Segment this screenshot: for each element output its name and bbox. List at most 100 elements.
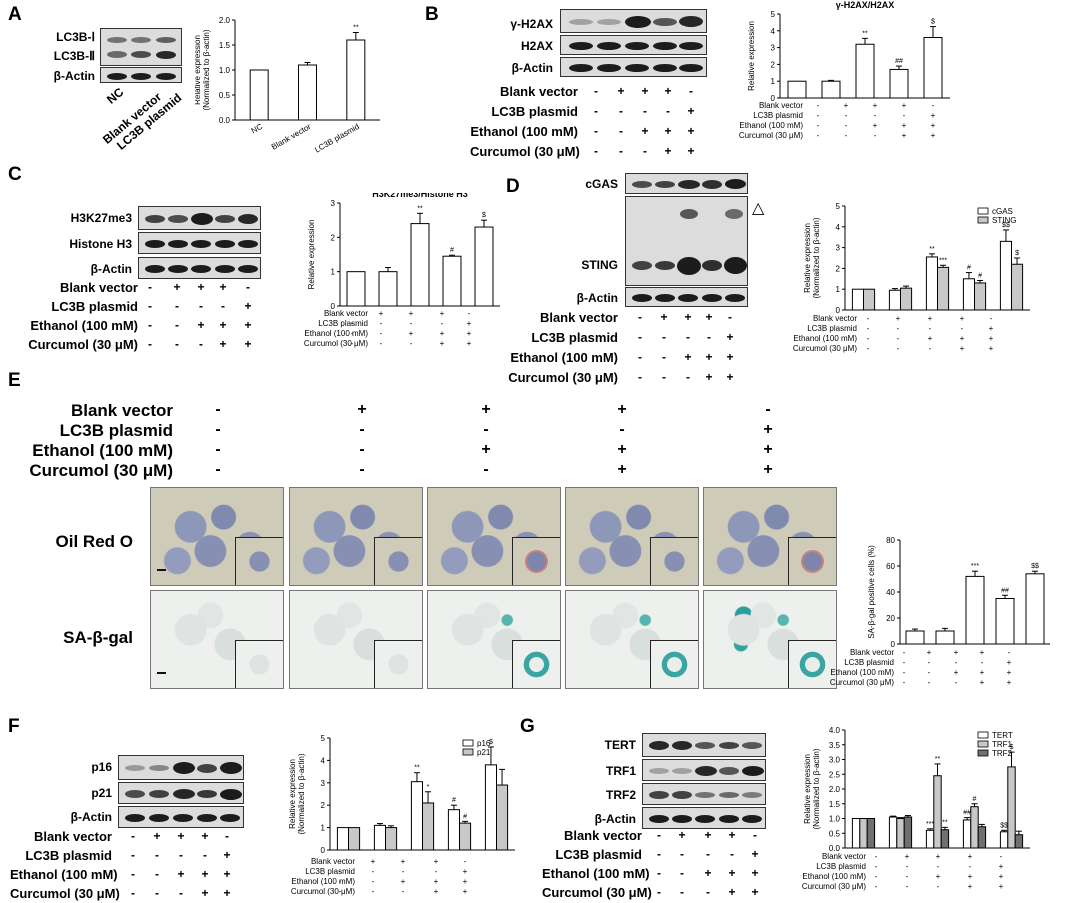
- chart-condition-sign: -: [866, 314, 870, 323]
- chart-condition-sign: -: [954, 658, 958, 667]
- condition-label-f-2: Ethanol (100 mM): [10, 867, 118, 882]
- condition-sign-c: -: [175, 299, 179, 313]
- condition-sign-f: -: [179, 886, 183, 900]
- chart-condition-sign: -: [896, 334, 900, 343]
- condition-label-d-2: Ethanol (100 mM): [510, 350, 618, 365]
- condition-sign-d: -: [638, 370, 642, 384]
- condition-sign-g: +: [751, 885, 759, 899]
- bar: [410, 781, 424, 851]
- western-blot-h3k27me3: [138, 206, 261, 230]
- chart-condition-label: Ethanol (100 mM): [739, 121, 803, 130]
- condition-sign-g: +: [751, 847, 759, 861]
- condition-sign-e: +: [481, 441, 491, 458]
- y-tick-label: 2: [836, 264, 841, 273]
- condition-sign-c: -: [148, 318, 152, 332]
- condition-sign-e: +: [481, 401, 491, 418]
- blot-label-trf2: TRF2: [606, 788, 636, 802]
- y-tick-label: 4: [771, 27, 776, 36]
- condition-sign-e: -: [359, 421, 365, 438]
- chart-condition-sign: -: [902, 668, 906, 677]
- legend-label: p21: [477, 748, 491, 757]
- triangle-marker: △: [752, 200, 765, 217]
- chart-condition-sign: +: [959, 344, 965, 353]
- condition-sign-b: +: [641, 84, 649, 98]
- condition-sign-b: +: [664, 84, 672, 98]
- chart-condition-label: Blank vector: [758, 101, 803, 110]
- bar-chart-g: 0.0 0.5 1.0 1.5 2.0 2.5 3.0 3.5 4.0 Relative expr…: [803, 726, 1030, 853]
- chart-condition-sign: +: [439, 339, 445, 348]
- chart-condition-sign: -: [350, 319, 354, 328]
- condition-sign-f: -: [179, 848, 183, 862]
- chart-condition-label: Ethanol (100 mM): [802, 872, 866, 881]
- chart-condition-sign: -: [954, 678, 958, 687]
- bar: [422, 802, 435, 851]
- chart-condition-sign: +: [439, 309, 445, 318]
- chart-condition-sign: -: [936, 862, 940, 871]
- bar: [1007, 766, 1016, 849]
- chart-condition-sign: +: [927, 334, 933, 343]
- condition-sign-b: -: [643, 144, 647, 158]
- condition-sign-c: +: [219, 318, 227, 332]
- significance-mark: ##: [895, 58, 903, 65]
- significance-mark: **: [417, 205, 423, 212]
- bar: [977, 826, 987, 849]
- condition-sign-f: +: [223, 848, 231, 862]
- legend-swatch: [977, 216, 989, 224]
- western-blot-gamma-h2ax: [560, 9, 707, 33]
- significance-mark: #: [978, 272, 982, 279]
- bar: [821, 80, 841, 99]
- chart-condition-sign: +: [979, 648, 985, 657]
- y-tick-label: 1: [331, 268, 336, 277]
- chart-condition-sign: +: [988, 324, 994, 333]
- chart-condition-sign: -: [960, 324, 964, 333]
- blot-label-h2ax: H2AX: [520, 39, 553, 53]
- chart-condition-sign: -: [816, 101, 820, 110]
- condition-sign-d: -: [707, 330, 711, 344]
- y-tick-label: 2.0: [219, 16, 231, 25]
- chart-condition-sign: -: [980, 658, 984, 667]
- chart-condition-sign: -: [467, 309, 471, 318]
- chart-condition-sign: +: [462, 867, 468, 876]
- condition-sign-d: -: [638, 330, 642, 344]
- y-tick-label: 4: [836, 223, 841, 232]
- condition-sign-c: +: [244, 318, 252, 332]
- legend-swatch: [977, 731, 989, 739]
- magnified-inset: [650, 640, 698, 688]
- y-tick-label: 3.0: [829, 756, 841, 765]
- chart-condition-sign: -: [1007, 648, 1011, 657]
- condition-sign-d: -: [662, 370, 666, 384]
- y-axis-label: (Normalized to β-actin): [297, 753, 306, 834]
- bar: [900, 287, 913, 311]
- condition-sign-d: +: [705, 370, 713, 384]
- condition-sign-f: +: [223, 867, 231, 881]
- condition-sign-g: +: [704, 866, 712, 880]
- y-tick-label: 0: [331, 302, 336, 311]
- chart-condition-sign: +: [926, 648, 932, 657]
- chart-condition-sign: -: [902, 678, 906, 687]
- western-blot-actin-c: [138, 257, 261, 279]
- bar: [373, 824, 387, 851]
- chart-condition-sign: -: [874, 882, 878, 891]
- condition-sign-f: -: [131, 867, 135, 881]
- legend-label: STING: [992, 216, 1016, 225]
- legend-swatch: [977, 207, 989, 215]
- chart-condition-sign: -: [968, 862, 972, 871]
- chart-condition-sign: -: [844, 131, 848, 140]
- condition-sign-f: +: [201, 829, 209, 843]
- blot-label-p16: p16: [91, 760, 112, 774]
- condition-sign-e: +: [763, 421, 773, 438]
- chart-condition-sign: -: [902, 111, 906, 120]
- panel-letter-f: F: [8, 716, 20, 737]
- condition-sign-d: +: [684, 350, 692, 364]
- condition-sign-e: -: [359, 461, 365, 478]
- condition-sign-b: +: [641, 124, 649, 138]
- chart-condition-sign: +: [959, 314, 965, 323]
- chart-condition-sign: +: [927, 314, 933, 323]
- condition-sign-g: -: [657, 847, 661, 861]
- bar: [995, 598, 1015, 645]
- y-tick-label: 60: [886, 562, 895, 571]
- chart-condition-sign: -: [338, 887, 342, 896]
- bar: [940, 829, 950, 849]
- condition-sign-g: -: [730, 847, 734, 861]
- y-tick-label: 3: [331, 199, 336, 208]
